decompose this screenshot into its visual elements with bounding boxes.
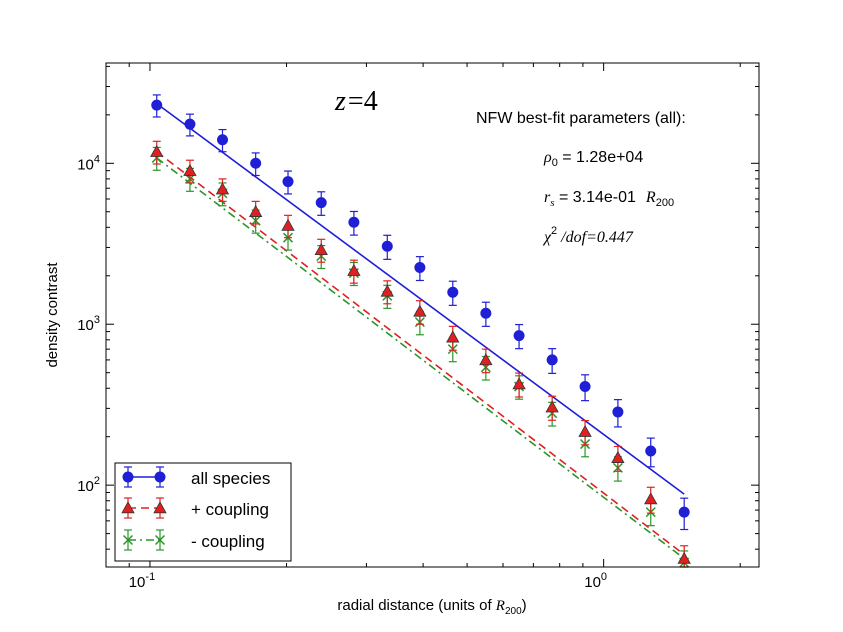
marker-s0-p9 <box>447 286 459 298</box>
fit-line-series-2 <box>156 157 685 560</box>
fit-line-series-1 <box>156 151 685 556</box>
marker-s0-p5 <box>315 197 327 209</box>
legend-label-minus-coupling: - coupling <box>191 532 265 551</box>
marker-s0-p2 <box>216 134 228 146</box>
legend-marker-1-1 <box>153 501 167 514</box>
marker-s1-p11 <box>512 377 526 390</box>
legend: all species + coupling - coupling <box>114 462 292 562</box>
legend-marker-2-0-b <box>122 534 134 546</box>
legend-marker-0-1 <box>154 471 166 483</box>
marker-s1-p6 <box>347 263 361 276</box>
legend-marker-1-0 <box>121 501 135 514</box>
x-tick-label-1: 100 <box>584 571 607 591</box>
y-axis-label: density contrast <box>44 262 61 368</box>
marker-s0-p1 <box>184 118 196 130</box>
nfw-header: NFW best-fit parameters (all): <box>476 110 686 127</box>
marker-s0-p7 <box>381 240 393 252</box>
marker-s0-p15 <box>645 445 657 457</box>
legend-label-all-species: all species <box>191 469 270 488</box>
data-points <box>150 94 691 568</box>
marker-s1-p9 <box>446 330 460 343</box>
marker-s1-p3 <box>248 204 263 217</box>
marker-s0-p14 <box>612 406 624 418</box>
marker-s0-p13 <box>579 381 591 393</box>
marker-s1-p12 <box>545 400 559 413</box>
panel-title: z=4 <box>334 86 378 117</box>
marker-s1-p7 <box>380 284 394 297</box>
marker-s1-p13 <box>578 424 592 437</box>
marker-s0-p0 <box>151 99 163 111</box>
legend-marker-2-1 <box>154 534 166 546</box>
marker-s1-p16 <box>677 551 691 564</box>
marker-s1-p14 <box>611 450 625 463</box>
rs-annotation: rs = 3.14e-01 R200 <box>544 189 674 209</box>
marker-s1-p1 <box>183 163 197 176</box>
rho-annotation: ρ0 = 1.28e+04 <box>543 149 643 169</box>
legend-marker-0-0 <box>122 471 134 483</box>
marker-s1-p10 <box>479 353 493 366</box>
legend-box <box>114 462 292 562</box>
marker-s0-p8 <box>414 262 426 274</box>
marker-s1-p15 <box>644 492 658 505</box>
marker-s0-p16 <box>678 506 690 518</box>
marker-s0-p6 <box>348 216 360 228</box>
marker-s1-p0 <box>150 144 164 157</box>
legend-label-plus-coupling: + coupling <box>191 500 269 519</box>
plot-frame <box>105 62 760 568</box>
marker-s1-p8 <box>413 304 427 317</box>
marker-s0-p11 <box>513 330 525 342</box>
fit-line-series-0 <box>156 102 685 495</box>
y-tick-label-0: 102 <box>77 475 100 495</box>
y-tick-label-2: 104 <box>77 153 100 173</box>
marker-s1-p5 <box>314 242 328 256</box>
chi2-annotation: χ2 /dof=0.447 <box>542 225 634 246</box>
fit-lines <box>156 102 685 560</box>
x-tick-label-0: 10-1 <box>129 571 155 591</box>
x-axis-label: radial distance (units of R200) <box>337 597 526 617</box>
marker-s1-p2 <box>215 182 230 195</box>
marker-s0-p12 <box>546 354 558 366</box>
legend-marker-2-0 <box>122 534 134 546</box>
legend-marker-2-1-b <box>154 534 166 546</box>
marker-s0-p3 <box>250 157 262 169</box>
marker-s1-p4 <box>281 218 295 231</box>
y-tick-label-1: 103 <box>77 314 100 334</box>
legend-symbols <box>121 466 167 551</box>
marker-s0-p4 <box>282 176 294 188</box>
marker-s0-p10 <box>480 307 492 319</box>
